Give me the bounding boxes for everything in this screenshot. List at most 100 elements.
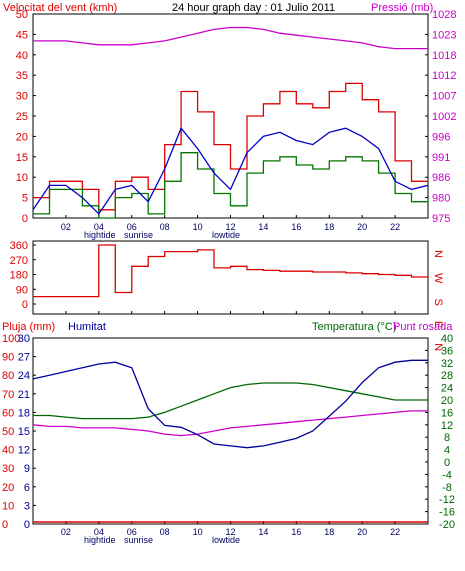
bottom-xtick-label: 02 (61, 527, 71, 537)
top-xtick-label: 18 (324, 222, 334, 232)
direction-ytick-label: 90 (16, 284, 28, 296)
pressure-ytick-label: 1007 (432, 91, 456, 103)
temperature-ytick-label: 20 (441, 395, 453, 407)
direction-ytick-label: 360 (10, 240, 28, 252)
pressure-ytick-label: 1028 (432, 9, 456, 21)
humidity-line (32, 359, 428, 449)
bottom-xtick-label: 04 (94, 527, 104, 537)
wind-average-line (32, 126, 429, 215)
humidity-ytick-label: 27 (18, 352, 30, 364)
temperature-ytick-label: 0 (444, 457, 450, 469)
direction-ytick-label: 270 (10, 255, 28, 267)
wind-ytick-label: 50 (16, 9, 28, 21)
wind-ytick-label: 45 (16, 29, 28, 41)
temperature-ytick-label: -16 (439, 507, 455, 519)
rain-ytick-label: 50 (2, 426, 14, 438)
wind-ytick-label: 5 (22, 193, 28, 205)
rain-ytick-label: 80 (2, 370, 14, 382)
pressure-ytick-label: 980 (432, 193, 450, 205)
rain-ytick-label: 90 (2, 352, 14, 364)
temperature-ytick-label: -20 (439, 519, 455, 531)
wind-ytick-label: 20 (16, 131, 28, 143)
wind-direction-line (33, 244, 429, 298)
wind-ytick-label: 10 (16, 172, 28, 184)
dewpoint-line (32, 410, 428, 437)
top-xtick-label: 22 (390, 222, 400, 232)
wind-ytick-label: 25 (16, 111, 28, 123)
top-xtick-label: 06 (127, 222, 137, 232)
rain-ytick-label: 100 (2, 333, 20, 345)
wind-speed-line (33, 152, 429, 219)
humidity-axis-label: Humitat (68, 321, 106, 333)
temperature-ytick-label: 24 (441, 383, 453, 395)
temperature-ytick-label: 16 (441, 407, 453, 419)
wind-gust-line (33, 82, 428, 211)
temperature-ytick-label: -8 (442, 482, 452, 494)
humidity-ytick-label: 6 (24, 482, 30, 494)
rain-ytick-label: 40 (2, 445, 14, 457)
wind-axis-label: Velocitat del vent (kmh) (3, 2, 117, 14)
temperature-ytick-label: 40 (441, 333, 453, 345)
temperature-ytick-label: 4 (444, 445, 450, 457)
marker-sunrise-top: sunrise (124, 230, 153, 240)
wind-ytick-label: 0 (22, 213, 28, 225)
pressure-ytick-label: 1023 (432, 29, 456, 41)
humidity-ytick-label: 9 (24, 463, 30, 475)
top-panel-frame (32, 13, 429, 219)
chart-title: 24 hour graph day : 01 Julio 2011 (172, 2, 335, 14)
humidity-ytick-label: 3 (24, 500, 30, 512)
humidity-ytick-label: 18 (18, 407, 30, 419)
direction-compass-label: N W S E N (432, 250, 444, 357)
humidity-ytick-label: 21 (18, 389, 30, 401)
temperature-ytick-label: 28 (441, 370, 453, 382)
bottom-xtick-label: 08 (160, 527, 170, 537)
wind-ytick-label: 40 (16, 50, 28, 62)
pressure-axis-label: Pressió (mb) (371, 2, 433, 14)
bottom-xtick-label: 12 (225, 527, 235, 537)
direction-ytick-label: 0 (22, 299, 28, 311)
pressure-ytick-label: 986 (432, 172, 450, 184)
top-xtick-label: 04 (94, 222, 104, 232)
rain-ytick-label: 70 (2, 389, 14, 401)
wind-ytick-label: 15 (16, 152, 28, 164)
humidity-ytick-label: 0 (24, 519, 30, 531)
temperature-ytick-label: 8 (444, 432, 450, 444)
bottom-xtick-label: 10 (193, 527, 203, 537)
humidity-ytick-label: 30 (18, 333, 30, 345)
top-xtick-label: 10 (193, 222, 203, 232)
wind-ytick-label: 35 (16, 70, 28, 82)
bottom-xtick-label: 18 (324, 527, 334, 537)
marker-lowtide-top: lowtide (212, 230, 240, 240)
humidity-ytick-label: 15 (18, 426, 30, 438)
temperature-axis-label: Temperatura (°C) (312, 321, 396, 333)
wind-ytick-label: 30 (16, 91, 28, 103)
pressure-ytick-label: 975 (432, 213, 450, 225)
pressure-ytick-label: 991 (432, 152, 450, 164)
top-xtick-label: 14 (258, 222, 268, 232)
direction-ytick-label: 180 (10, 270, 28, 282)
rain-ytick-label: 10 (2, 500, 14, 512)
top-xtick-label: 02 (61, 222, 71, 232)
marker-hightide-bottom: hightide (84, 535, 116, 545)
rain-ytick-label: 0 (2, 519, 8, 531)
pressure-line (33, 26, 428, 50)
marker-hightide-top: hightide (84, 230, 116, 240)
bottom-xtick-label: 06 (127, 527, 137, 537)
bottom-xtick-label: 22 (390, 527, 400, 537)
dewpoint-axis-label: Punt rosada (393, 321, 453, 333)
top-xtick-label: 16 (291, 222, 301, 232)
rain-ytick-label: 30 (2, 463, 14, 475)
temperature-ytick-label: 36 (441, 345, 453, 357)
temperature-ytick-label: -4 (442, 469, 452, 481)
bottom-xtick-label: 16 (291, 527, 301, 537)
rain-ytick-label: 60 (2, 407, 14, 419)
humidity-ytick-label: 24 (18, 370, 30, 382)
pressure-ytick-label: 1018 (432, 50, 456, 62)
marker-lowtide-bottom: lowtide (212, 535, 240, 545)
top-xtick-label: 12 (225, 222, 235, 232)
temperature-line (33, 382, 428, 420)
direction-panel-frame (32, 240, 429, 315)
pressure-ytick-label: 996 (432, 131, 450, 143)
